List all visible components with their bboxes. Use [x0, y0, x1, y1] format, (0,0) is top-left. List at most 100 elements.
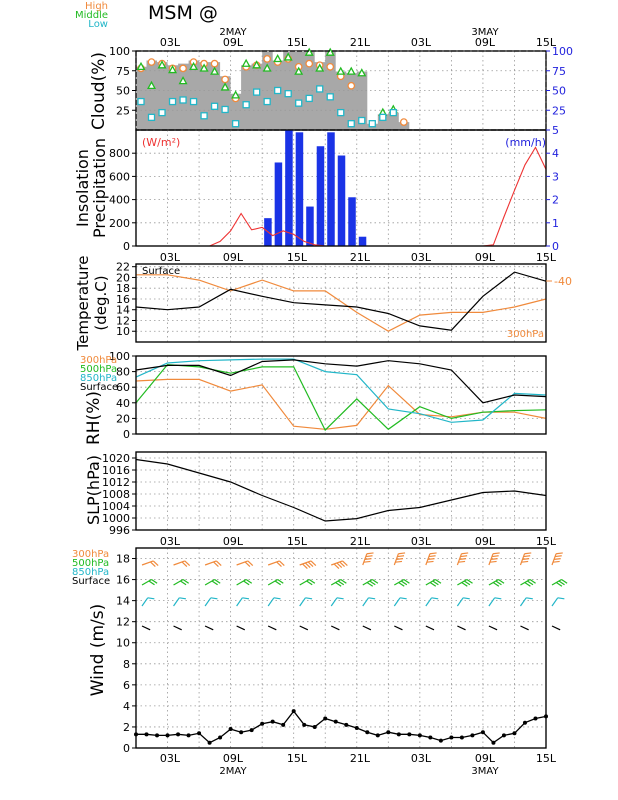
rh-850-line — [135, 358, 547, 423]
wind-tick-label: 6 — [123, 679, 130, 692]
cloud-legend-middle: Middle — [75, 10, 108, 21]
cloud-high-point — [179, 64, 187, 73]
rh-tick-label: 0 — [123, 428, 130, 441]
barb-feather — [555, 581, 563, 587]
barb-feather — [495, 580, 502, 586]
cloud-rtick-label: 100 — [552, 45, 573, 58]
barb-feather — [435, 578, 442, 584]
mid-hour-label: 03L — [411, 251, 432, 264]
barb-feather — [181, 561, 188, 567]
cloud-high-point — [147, 58, 156, 66]
barb-feather — [276, 561, 282, 567]
cloud-middle-point — [178, 76, 188, 85]
rh-ylabel: RH(%) — [84, 391, 104, 445]
barb-feather — [210, 597, 218, 600]
precip-rtick-label: 0 — [552, 240, 559, 253]
barb-feather — [213, 561, 219, 567]
wind-surface-point — [312, 724, 317, 729]
temp-tick-label: 12 — [116, 314, 130, 327]
barb-feather — [466, 578, 473, 584]
insolation-tick-label: 0 — [123, 240, 130, 253]
bottom-date-label: 3MAY — [471, 766, 499, 777]
cloud-middle-point — [220, 82, 230, 91]
barb-staff — [173, 625, 182, 631]
barb-feather — [398, 581, 405, 587]
barb-feather — [558, 580, 565, 586]
barb-feather — [458, 560, 466, 563]
barb-staff — [141, 625, 151, 631]
barb-feather — [529, 578, 536, 584]
barb-staff — [204, 578, 215, 586]
cloud-low-point — [274, 86, 282, 95]
wind-surface-point — [218, 735, 223, 740]
wind-surface-point — [396, 732, 401, 737]
insolation-border — [135, 129, 547, 247]
barb-feather — [403, 578, 410, 584]
barb-feather — [429, 581, 437, 587]
barb-feather — [521, 560, 529, 563]
rh-tick-label: 60 — [116, 381, 130, 394]
rh-legend-item: 500hPa — [80, 364, 117, 375]
mid-hour-label: 09L — [475, 251, 496, 264]
cloud-middle-point — [273, 53, 283, 63]
slp-hour-label: 09L — [223, 535, 244, 548]
cloud-low-point — [200, 112, 208, 120]
slp-tick-label: 1016 — [102, 464, 130, 477]
rh-300-line — [135, 378, 547, 430]
insolation-unit: (W/m²) — [142, 136, 180, 149]
barb-feather — [274, 580, 282, 586]
wind-surface-line — [136, 710, 547, 744]
cloud-low-point — [295, 99, 303, 107]
wind-500-barb — [394, 578, 410, 587]
barb-feather — [365, 555, 373, 558]
bottom-hour-label: 15L — [536, 752, 557, 765]
mid-hour-label: 09L — [223, 251, 244, 264]
wind-850-barb — [393, 597, 407, 607]
cloud-low-point — [263, 97, 271, 106]
barb-feather — [463, 597, 470, 600]
wind-850-barb — [236, 597, 250, 607]
barb-staff — [488, 625, 498, 631]
cloud-total-area — [136, 51, 546, 130]
wind-850-barb — [330, 597, 344, 607]
precip-bar — [327, 132, 335, 246]
wind-500-barb — [520, 578, 536, 587]
cloud-low-point — [137, 97, 145, 106]
precip-bar — [306, 206, 314, 246]
cloud-middle-point — [294, 66, 304, 75]
insolation-tick-label: 800 — [109, 147, 130, 160]
barb-feather — [150, 561, 156, 567]
barb-staff — [330, 625, 340, 631]
barb-feather — [215, 560, 222, 566]
wind-500-barb — [551, 578, 568, 587]
barb-feather — [151, 578, 158, 584]
barb-feather — [428, 555, 436, 558]
wind-tick-label: 10 — [116, 637, 130, 650]
barb-staff — [425, 625, 435, 631]
barb-feather — [273, 597, 281, 600]
barb-feather — [432, 580, 439, 586]
cloud-low-point — [316, 85, 324, 93]
top-date-label: 3MAY — [471, 27, 499, 38]
wind-surface-point — [375, 733, 380, 738]
wind-surface-point — [470, 733, 475, 738]
wind-surface-point — [344, 722, 349, 727]
cloud-low-point — [284, 90, 292, 98]
barb-feather — [302, 563, 308, 570]
barb-staff — [204, 597, 212, 607]
cloud-middle-point — [241, 58, 251, 67]
wind-300-barb — [456, 552, 469, 566]
barb-feather — [555, 555, 562, 558]
top-date-label: 2MAY — [219, 27, 247, 38]
wind-500-barb — [330, 578, 347, 587]
wind-300-barb — [519, 552, 532, 566]
barb-staff — [236, 597, 243, 607]
wind-tick-label: 18 — [116, 553, 130, 566]
wind-850-barb — [456, 597, 470, 607]
barb-feather — [247, 560, 254, 566]
wind-surface-point — [501, 733, 506, 738]
barb-feather — [339, 561, 345, 567]
barb-feather — [397, 555, 405, 558]
cloud-tick-label: 25 — [116, 104, 130, 117]
wind-surface-point — [302, 722, 307, 727]
